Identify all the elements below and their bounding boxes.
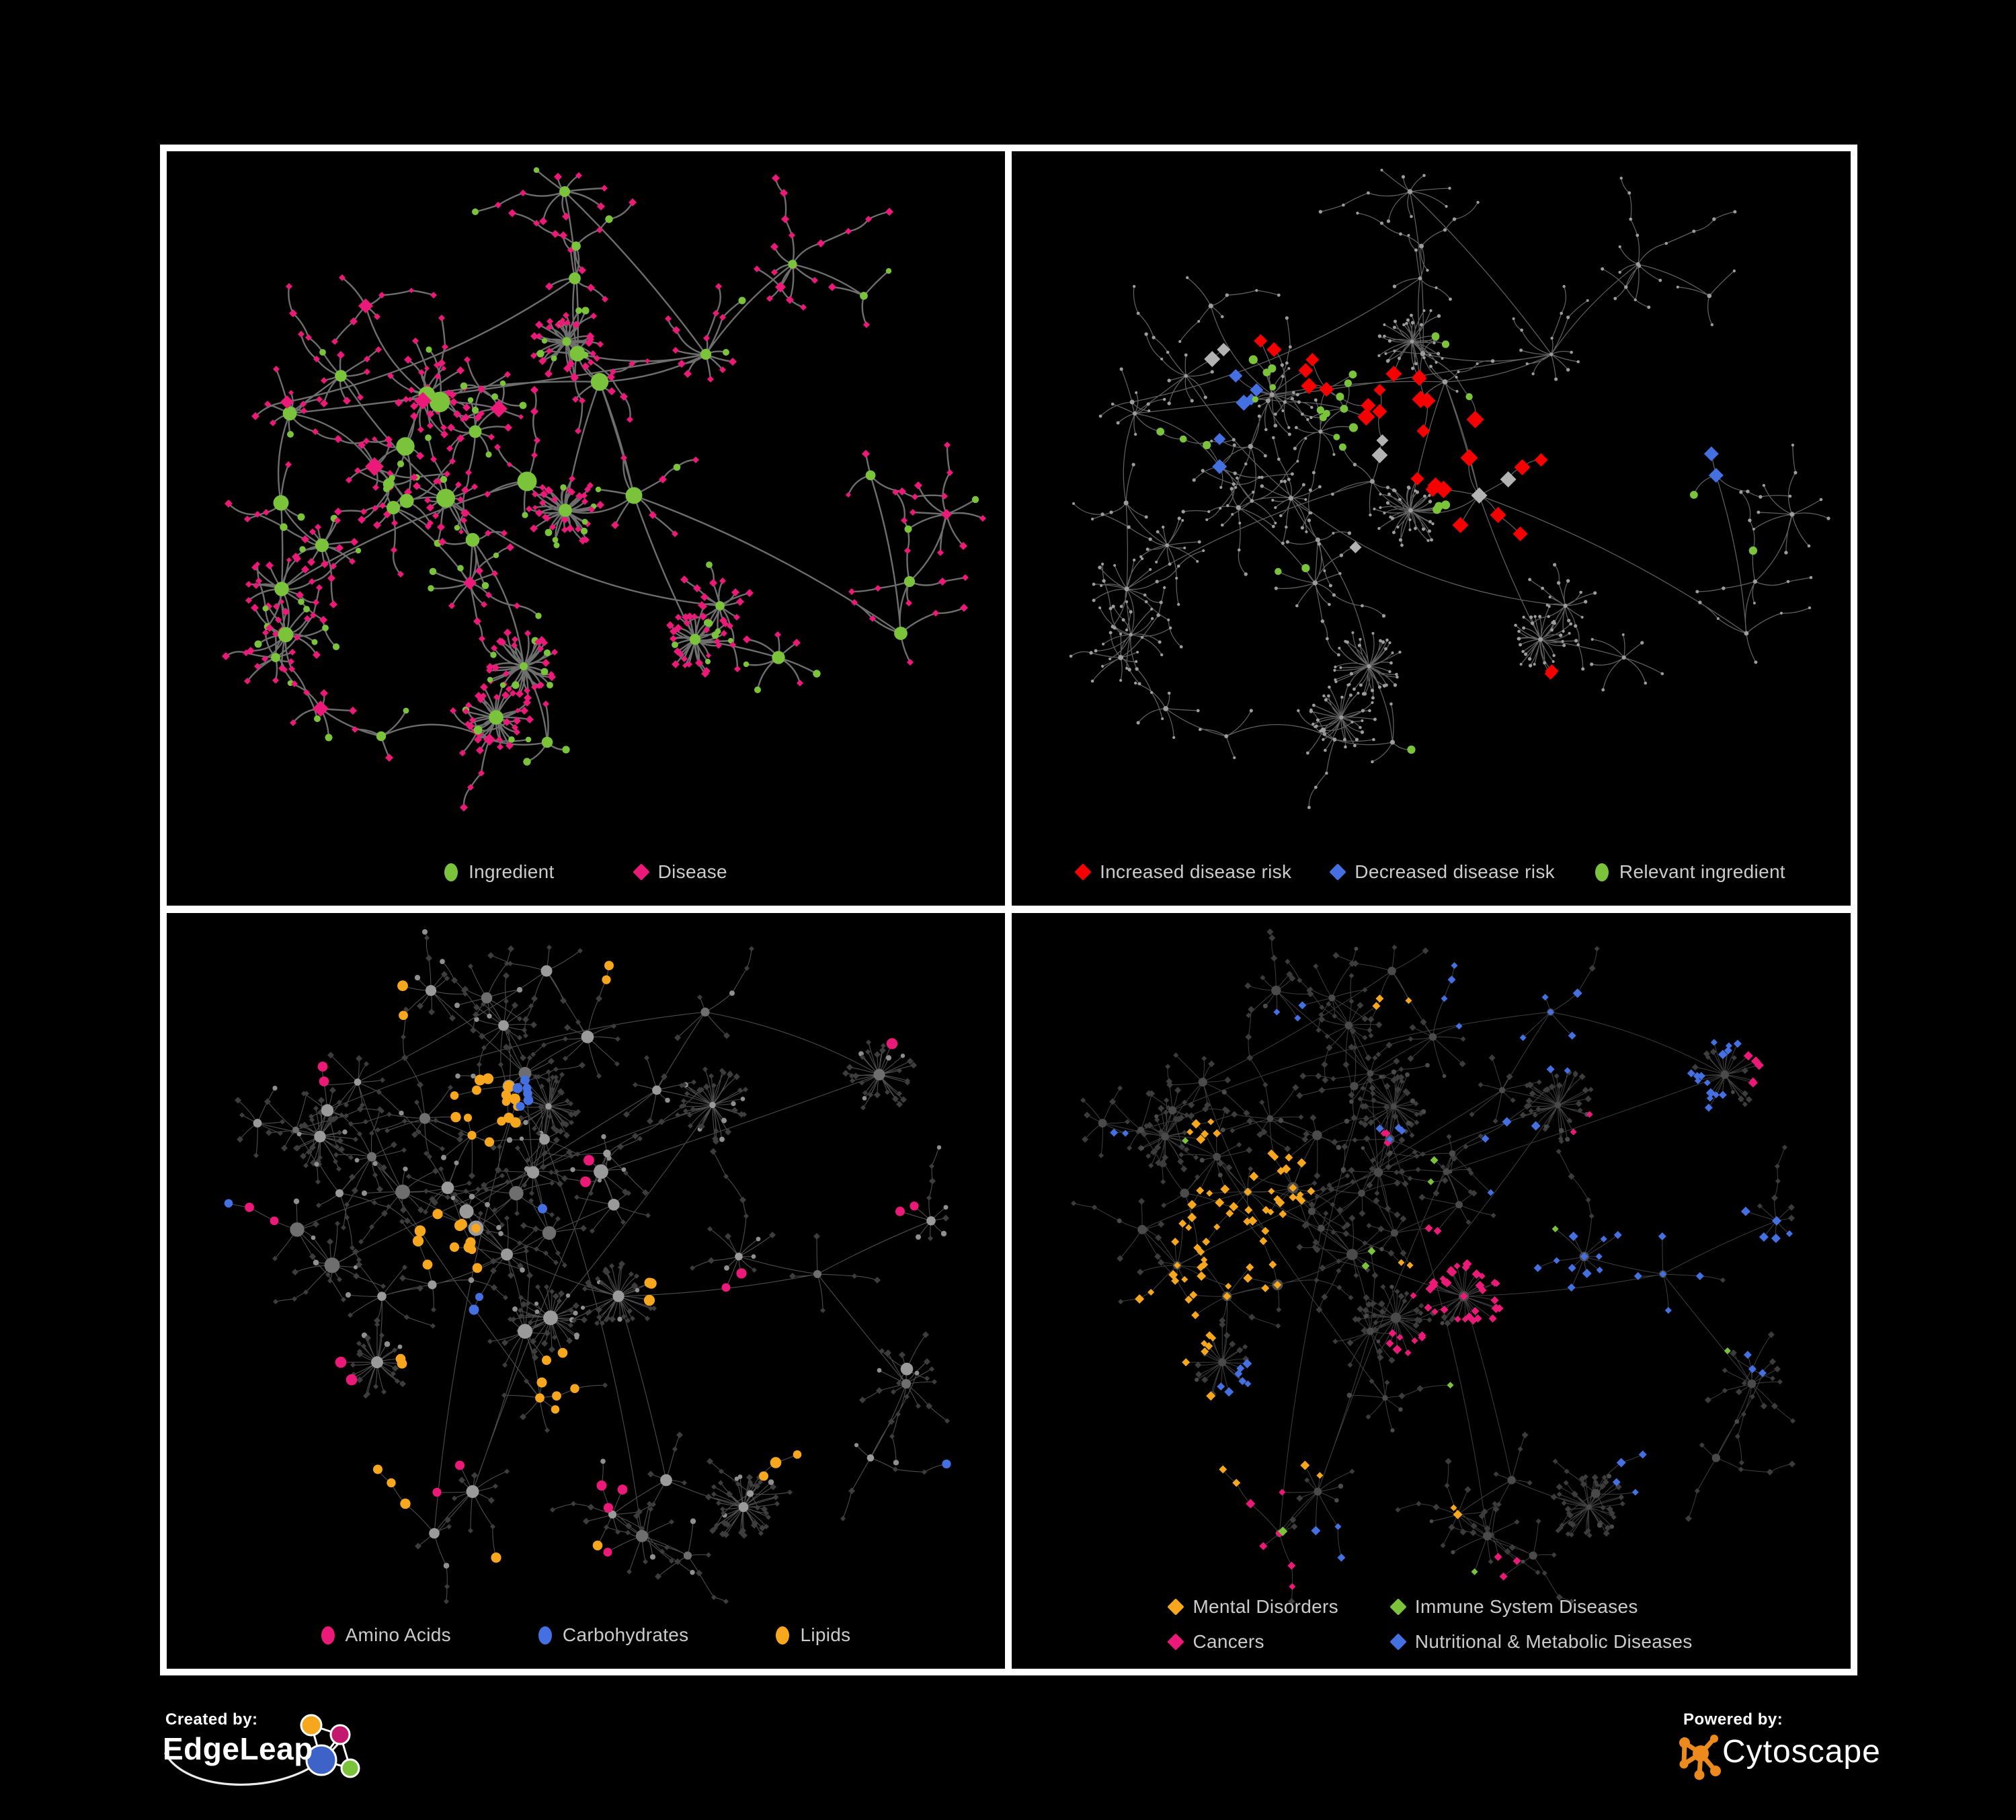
legend-item-amino-acids: Amino Acids bbox=[321, 1624, 451, 1646]
legend-label: Disease bbox=[657, 861, 727, 882]
ingredient-marker-icon bbox=[444, 863, 458, 881]
decreased-risk-marker-icon bbox=[1329, 863, 1347, 881]
legend-label: Ingredient bbox=[469, 861, 555, 882]
legend-label: Cancers bbox=[1193, 1631, 1264, 1652]
legend-ingredient-disease: Ingredient Disease bbox=[167, 861, 1005, 883]
nutritional-metabolic-marker-icon bbox=[1389, 1633, 1407, 1651]
legend-label: Lipids bbox=[800, 1624, 851, 1645]
legend-label: Nutritional & Metabolic Diseases bbox=[1414, 1631, 1693, 1652]
legend-item-lipids: Lipids bbox=[776, 1624, 850, 1646]
legend-item-disease: Disease bbox=[632, 861, 727, 883]
legend-item-ingredient: Ingredient bbox=[444, 861, 555, 883]
legend-label: Immune System Diseases bbox=[1414, 1596, 1638, 1617]
panel-nutrients: Amino Acids Carbohydrates Lipids bbox=[167, 913, 1005, 1669]
panel-ingredient-disease: Ingredient Disease bbox=[167, 151, 1005, 906]
cancers-marker-icon bbox=[1167, 1633, 1185, 1651]
disease-marker-icon bbox=[632, 863, 650, 881]
legend-label: Increased disease risk bbox=[1100, 861, 1292, 882]
legend-nutrients: Amino Acids Carbohydrates Lipids bbox=[167, 1624, 1005, 1646]
network-canvas-ingredient-disease bbox=[222, 167, 986, 812]
legend-label: Relevant ingredient bbox=[1619, 861, 1785, 882]
legend-item-mental-disorders: Mental Disorders bbox=[1167, 1596, 1338, 1618]
cytoscape-wordmark: Cytoscape bbox=[1722, 1734, 1881, 1770]
carbohydrates-marker-icon bbox=[538, 1626, 552, 1645]
edgeleap-wordmark: EdgeLeap bbox=[163, 1731, 313, 1766]
legend-item-carbohydrates: Carbohydrates bbox=[538, 1624, 689, 1646]
legend-item-immune-system-diseases: Immune System Diseases bbox=[1389, 1596, 1693, 1618]
increased-risk-marker-icon bbox=[1074, 863, 1092, 881]
immune-system-marker-icon bbox=[1389, 1598, 1407, 1616]
legend-label: Amino Acids bbox=[345, 1624, 451, 1645]
legend-item-relevant-ingredient: Relevant ingredient bbox=[1595, 861, 1785, 883]
amino-acids-marker-icon bbox=[321, 1626, 335, 1645]
legend-item-cancers: Cancers bbox=[1167, 1631, 1338, 1653]
network-canvas-nutrients bbox=[224, 928, 951, 1604]
legend-item-decreased-risk: Decreased disease risk bbox=[1329, 861, 1555, 883]
panel-disease-risk: Increased disease risk Decreased disease… bbox=[1012, 151, 1851, 906]
legend-disease-classes: Mental Disorders Immune System Diseases … bbox=[1012, 1596, 1851, 1653]
legend-label: Decreased disease risk bbox=[1355, 861, 1555, 882]
mental-disorders-marker-icon bbox=[1167, 1598, 1185, 1616]
relevant-ingredient-marker-icon bbox=[1595, 863, 1609, 881]
cytoscape-logo-nodes bbox=[1679, 1735, 1721, 1780]
legend-item-nutritional-metabolic-diseases: Nutritional & Metabolic Diseases bbox=[1389, 1631, 1693, 1653]
created-by-label: Created by: bbox=[165, 1710, 258, 1729]
legend-label: Mental Disorders bbox=[1193, 1596, 1338, 1617]
powered-by-label: Powered by: bbox=[1683, 1710, 1783, 1729]
edgeleap-logo-nodes bbox=[300, 1714, 360, 1778]
lipids-marker-icon bbox=[776, 1626, 790, 1645]
edgeleap-credit: Created by: EdgeLeap bbox=[160, 1706, 402, 1814]
panel-disease-classes: Mental Disorders Immune System Diseases … bbox=[1012, 913, 1851, 1669]
figure-frame: Ingredient Disease Increased disease ris… bbox=[160, 145, 1857, 1675]
legend-item-increased-risk: Increased disease risk bbox=[1074, 861, 1292, 883]
cytoscape-credit: Powered by: Cytoscape bbox=[1655, 1706, 1880, 1814]
network-canvas-disease-classes bbox=[1071, 928, 1796, 1605]
edgeleap-logo bbox=[164, 1714, 360, 1786]
cytoscape-logo bbox=[1679, 1735, 1721, 1780]
network-canvas-disease-risk bbox=[1069, 169, 1830, 809]
legend-disease-risk: Increased disease risk Decreased disease… bbox=[1012, 861, 1851, 883]
legend-label: Carbohydrates bbox=[562, 1624, 689, 1645]
